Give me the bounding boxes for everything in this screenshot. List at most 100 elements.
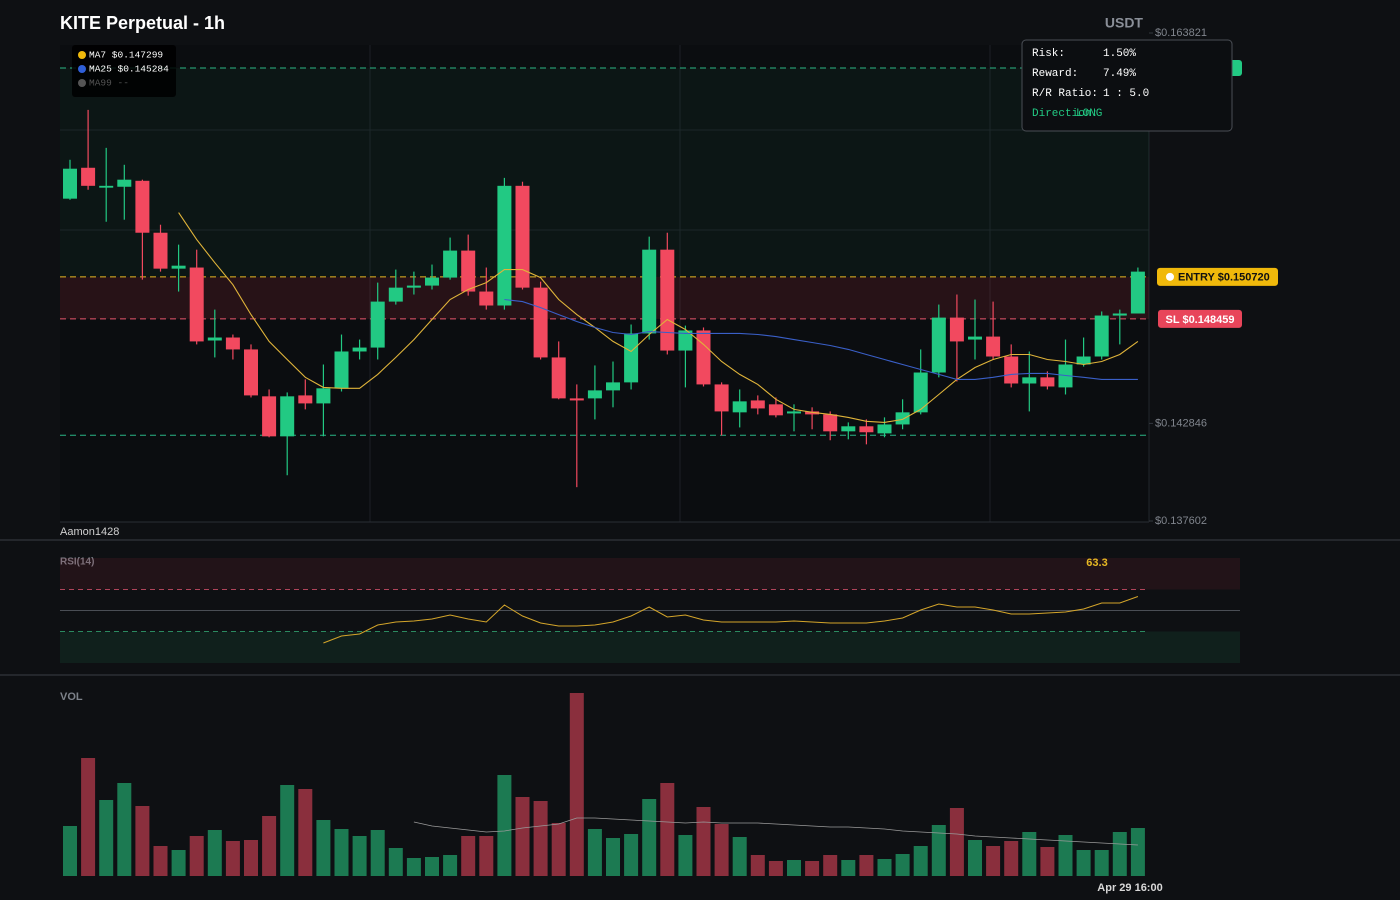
candle-body	[1094, 315, 1109, 357]
candle-body	[189, 267, 204, 342]
legend-entry: MA25 $0.145284	[89, 64, 169, 75]
volume-bar	[895, 854, 910, 876]
legend-dot	[78, 65, 86, 73]
candle-body	[642, 249, 657, 334]
volume-bar	[823, 855, 838, 876]
watermark: Aamon1428	[60, 526, 119, 538]
candle-body	[443, 250, 458, 278]
candle-body	[968, 336, 982, 340]
candle-body	[99, 185, 114, 188]
info-value: 1.50%	[1103, 48, 1136, 60]
candle-body	[859, 426, 874, 433]
rsi-title: RSI(14)	[60, 557, 94, 568]
marks: $0.163821 $0.142846 $0.137602 MA7 $0.147299…	[60, 27, 1278, 876]
volume-bar	[750, 855, 765, 876]
candle-body	[425, 277, 439, 286]
info-value: 7.49%	[1103, 68, 1136, 80]
volume-bar	[425, 857, 439, 876]
volume-bar	[986, 846, 1001, 876]
candle-body	[1130, 271, 1145, 314]
candle-body	[787, 411, 801, 414]
volume-bar	[624, 834, 639, 876]
candle-body	[913, 372, 928, 413]
candle-body	[587, 390, 602, 399]
sl-label: SL $0.148459	[1166, 314, 1235, 326]
volume-bar	[63, 826, 77, 876]
volume-bar	[606, 838, 620, 876]
volume-bar	[1076, 850, 1091, 876]
candle-body	[515, 185, 530, 288]
candle-body	[895, 412, 910, 425]
candle-body	[334, 351, 349, 389]
candle-body	[732, 401, 747, 413]
grid	[60, 45, 1149, 522]
volume-bar	[1004, 841, 1019, 876]
candle-body	[841, 426, 856, 432]
candle-body	[768, 404, 783, 416]
volume-bar	[117, 783, 132, 876]
candle-body	[1112, 313, 1127, 316]
entry-label: ENTRY $0.150720	[1178, 272, 1270, 284]
volume-bar	[298, 789, 313, 876]
candle-body	[388, 287, 403, 302]
volume-bar	[949, 808, 964, 876]
volume-bar	[153, 846, 168, 876]
candle-body	[1022, 377, 1037, 384]
candle-body	[551, 357, 566, 399]
y-tick-label: $0.137602	[1155, 515, 1207, 527]
entry-dot	[1166, 272, 1174, 281]
volume-bar	[569, 693, 584, 876]
candle-body	[660, 249, 675, 351]
volume-bar	[1112, 832, 1127, 876]
candle-body	[171, 265, 186, 269]
candle-body	[461, 250, 476, 292]
info-label: Risk:	[1032, 48, 1065, 60]
volume-bar	[352, 836, 367, 876]
candle-body	[479, 291, 494, 306]
legend-box	[72, 45, 176, 97]
volume-bar	[787, 860, 801, 876]
candle-body	[1040, 377, 1055, 387]
volume-bar	[334, 829, 349, 876]
entry-tag	[1157, 267, 1278, 286]
info-label: Reward:	[1032, 68, 1078, 80]
volume-bar	[533, 801, 548, 876]
candle-body	[316, 388, 331, 404]
candle-body	[262, 396, 277, 437]
volume-bar	[225, 841, 240, 876]
volume-bar	[660, 783, 675, 876]
volume-bar	[1040, 847, 1055, 876]
candle-body	[805, 411, 820, 415]
volume-bar	[678, 835, 693, 876]
candle-body	[352, 347, 367, 352]
volume-bar	[1058, 835, 1073, 876]
candle-body	[750, 400, 765, 409]
volume-bar	[207, 830, 222, 876]
volume-bar	[805, 861, 820, 876]
candle-body	[135, 180, 150, 233]
volume-bar	[551, 823, 566, 876]
candle-body	[280, 396, 295, 437]
candle-body	[823, 414, 838, 432]
candle-body	[63, 168, 77, 199]
time-label: Apr 29 16:00	[1097, 882, 1162, 894]
volume-bar	[859, 855, 874, 876]
candle-body	[81, 167, 96, 186]
candle-body	[606, 382, 620, 391]
legend-dot	[78, 51, 86, 59]
volume-bar	[768, 861, 783, 876]
candle-body	[678, 330, 693, 351]
rsi-line	[323, 596, 1139, 644]
candle-body	[696, 330, 711, 385]
candle-body	[497, 185, 512, 306]
volume-bar	[316, 820, 331, 876]
oversold-zone	[60, 631, 1240, 663]
volume-bar	[515, 797, 530, 876]
candle-body	[117, 179, 132, 187]
volume-bar	[841, 860, 856, 876]
volume-bar	[479, 836, 494, 876]
volume-bar	[461, 836, 476, 876]
currency: USDT	[1105, 15, 1144, 31]
legend-dot	[78, 79, 86, 87]
